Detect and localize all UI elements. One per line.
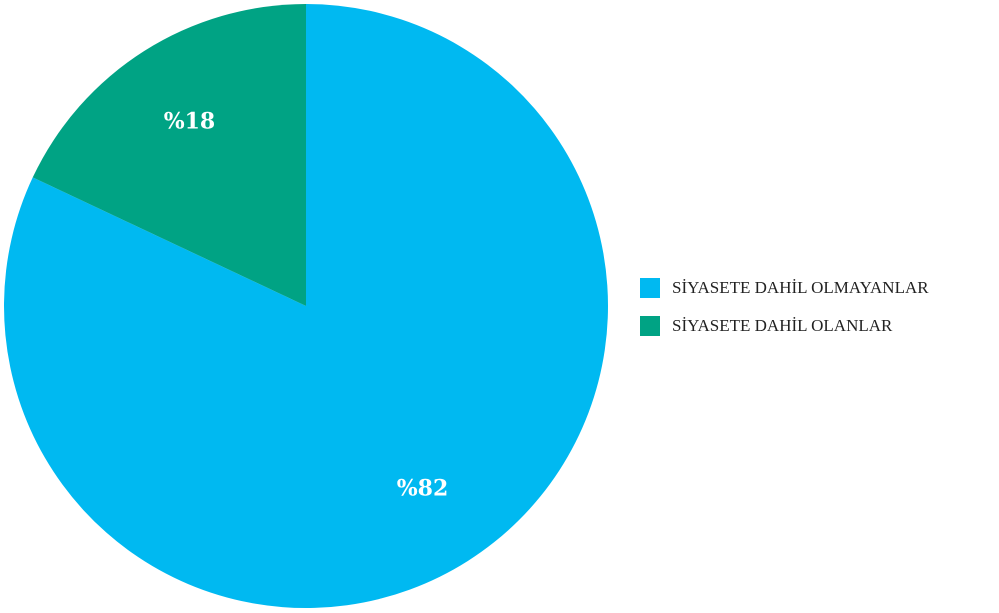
legend-swatch [640, 278, 660, 298]
pie-slice [4, 4, 609, 609]
slice-label: %82 [397, 476, 449, 502]
legend-label: SİYASETE DAHİL OLANLAR [672, 316, 893, 335]
legend-swatch [640, 316, 660, 336]
pie-slice [32, 4, 307, 306]
slice-label: %18 [164, 108, 216, 134]
legend-label: SİYASETE DAHİL OLMAYANLAR [672, 278, 929, 297]
